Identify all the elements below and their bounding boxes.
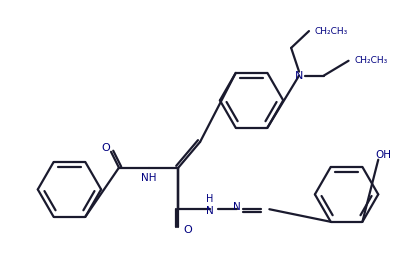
Text: OH: OH — [375, 150, 391, 160]
Text: N: N — [206, 206, 214, 216]
Text: CH₂CH₃: CH₂CH₃ — [354, 56, 388, 65]
Text: NH: NH — [141, 172, 156, 183]
Text: H: H — [206, 194, 214, 204]
Text: CH₂CH₃: CH₂CH₃ — [315, 27, 348, 36]
Text: N: N — [295, 71, 303, 81]
Text: N: N — [233, 202, 241, 212]
Text: O: O — [102, 143, 111, 153]
Text: O: O — [184, 225, 193, 235]
